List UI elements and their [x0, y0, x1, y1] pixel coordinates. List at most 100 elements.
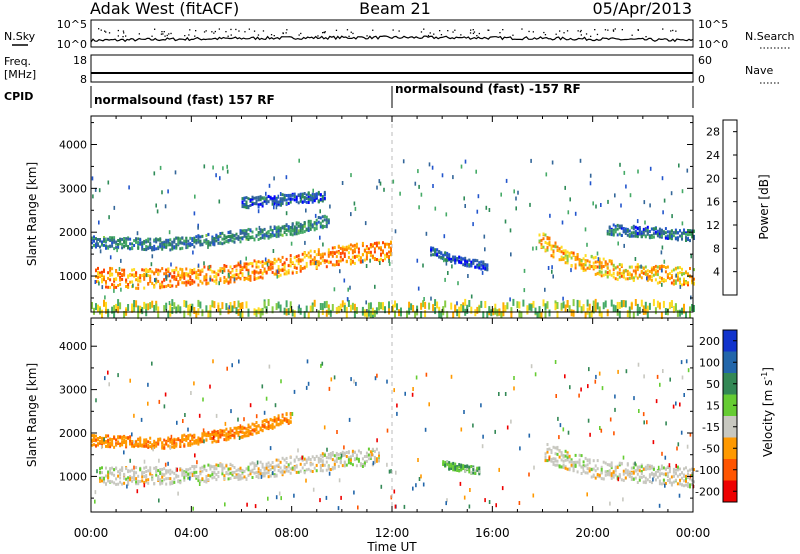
echo-cell — [165, 268, 168, 272]
echo-cell — [241, 272, 244, 276]
echo-cell — [648, 473, 651, 477]
echo-cell — [315, 265, 318, 269]
echo-cell — [113, 283, 116, 287]
colorbar-tick-label: 12 — [706, 219, 720, 232]
power-ylabel: Slant Range [km] — [25, 162, 39, 266]
echo-cell — [608, 226, 611, 230]
echo-cell — [169, 283, 172, 287]
echo-cell — [691, 478, 693, 482]
scatter-cell — [423, 297, 425, 301]
echo-cell — [538, 311, 541, 319]
echo-cell — [323, 196, 326, 200]
echo-cell — [516, 301, 519, 309]
nsearch-point — [213, 32, 215, 34]
echo-cell — [367, 447, 370, 451]
echo-cell — [159, 237, 162, 241]
echo-cell — [197, 276, 200, 280]
echo-cell — [257, 205, 260, 209]
echo-cell — [101, 280, 103, 284]
echo-cell — [444, 463, 447, 467]
echo-cell — [363, 461, 366, 465]
echo-cell — [267, 200, 270, 204]
scatter-cell — [249, 403, 252, 408]
echo-cell — [594, 266, 597, 270]
echo-cell — [223, 438, 226, 442]
echo-cell — [566, 259, 569, 263]
echo-cell — [436, 253, 439, 257]
echo-cell — [239, 268, 242, 272]
echo-cell — [305, 197, 308, 200]
echo-cell — [195, 439, 198, 443]
echo-cell — [319, 457, 322, 461]
scatter-cell — [477, 194, 480, 199]
scatter-cell — [472, 423, 474, 428]
echo-cell — [656, 229, 659, 233]
echo-cell — [594, 469, 597, 473]
echo-cell — [195, 270, 198, 274]
echo-cell — [295, 255, 298, 259]
echo-cell — [490, 309, 493, 317]
echo-cell — [309, 469, 312, 473]
echo-cell — [211, 440, 214, 444]
echo-cell — [249, 235, 252, 239]
echo-cell — [295, 226, 298, 230]
nsearch-point — [433, 33, 435, 35]
echo-cell — [556, 463, 559, 467]
scatter-cell — [418, 184, 420, 189]
echo-cell — [145, 475, 148, 479]
scatter-cell — [219, 176, 221, 181]
echo-cell — [219, 435, 222, 439]
echo-cell — [241, 425, 244, 429]
echo-cell — [452, 464, 455, 468]
echo-cell — [221, 469, 224, 473]
echo-cell — [157, 441, 160, 444]
echo-cell — [343, 252, 346, 256]
scatter-cell — [202, 428, 205, 433]
echo-cell — [127, 304, 130, 311]
echo-cell — [636, 303, 639, 311]
scatter-cell — [161, 190, 163, 195]
echo-cell — [215, 235, 218, 239]
nsearch-point — [189, 29, 191, 31]
scatter-cell — [562, 427, 565, 432]
echo-cell — [347, 456, 350, 460]
echo-cell — [626, 233, 629, 237]
nsearch-point — [460, 34, 462, 36]
scatter-cell — [578, 393, 580, 398]
scatter-cell — [460, 427, 463, 432]
echo-cell — [241, 200, 244, 204]
echo-cell — [171, 275, 174, 279]
echo-cell — [281, 473, 284, 477]
scatter-cell — [559, 423, 562, 428]
echo-cell — [189, 280, 192, 284]
scatter-cell — [103, 437, 105, 442]
echo-cell — [245, 268, 248, 272]
echo-cell — [173, 274, 176, 278]
echo-cell — [239, 265, 242, 268]
scatter-cell — [147, 382, 149, 387]
echo-cell — [566, 261, 569, 265]
echo-cell — [584, 268, 587, 272]
scatter-cell — [379, 181, 382, 186]
echo-cell — [215, 233, 218, 237]
echo-cell — [693, 237, 695, 240]
echo-cell — [113, 236, 116, 240]
echo-cell — [546, 246, 549, 250]
echo-cell — [173, 240, 176, 244]
scatter-cell — [297, 448, 299, 453]
scatter-cell — [643, 420, 645, 425]
nsearch-point — [273, 35, 275, 37]
echo-cell — [111, 306, 114, 314]
echo-cell — [177, 236, 180, 240]
echo-cell — [257, 470, 260, 474]
echo-cell — [191, 442, 194, 446]
scatter-cell — [276, 274, 279, 279]
nsearch-point — [104, 30, 106, 32]
echo-cell — [317, 200, 320, 204]
nsearch-point — [125, 35, 127, 37]
echo-cell — [129, 237, 132, 241]
echo-cell — [670, 269, 673, 273]
echo-cell — [658, 227, 661, 231]
freq-frame — [90, 54, 694, 83]
echo-cell — [458, 310, 461, 318]
